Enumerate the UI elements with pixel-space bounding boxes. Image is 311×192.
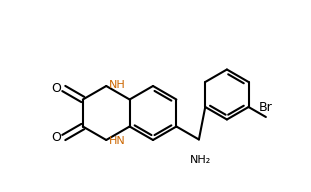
Text: Br: Br (259, 101, 273, 114)
Text: O: O (51, 131, 61, 144)
Text: NH₂: NH₂ (190, 156, 211, 166)
Text: HN: HN (109, 136, 126, 146)
Text: NH: NH (109, 80, 126, 90)
Text: O: O (51, 82, 61, 95)
